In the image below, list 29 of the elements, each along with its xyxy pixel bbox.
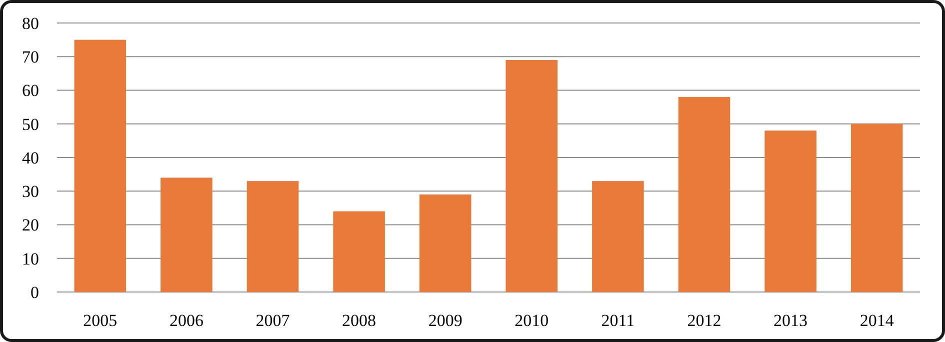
x-tick-label: 2007 [256,311,290,330]
bar [246,181,299,292]
y-tick-label: 50 [22,114,39,134]
y-tick-label: 20 [22,216,39,235]
x-tick-label: 2013 [774,311,808,330]
y-tick-label: 0 [30,282,39,302]
x-tick-label: 2014 [860,311,894,330]
bar [333,211,385,292]
bar [764,130,816,292]
bar [160,178,212,292]
bar [592,181,644,292]
x-tick-label: 2009 [428,311,462,330]
x-tick-label: 2011 [601,311,635,330]
bar [419,194,472,292]
y-tick-label: 60 [22,81,39,100]
bar [74,40,126,292]
y-tick-label: 80 [22,14,39,33]
bar [506,60,558,292]
y-tick-label: 10 [22,249,39,268]
x-tick-label: 2008 [342,311,376,330]
bar [850,124,903,292]
bar [678,96,730,292]
x-tick-label: 2010 [514,311,549,330]
x-tick-label: 2012 [687,311,722,330]
y-tick-label: 70 [22,48,39,67]
x-tick-label: 2006 [169,311,204,330]
y-tick-label: 40 [22,148,39,168]
x-tick-label: 2005 [83,311,118,330]
y-tick-label: 30 [22,182,39,202]
